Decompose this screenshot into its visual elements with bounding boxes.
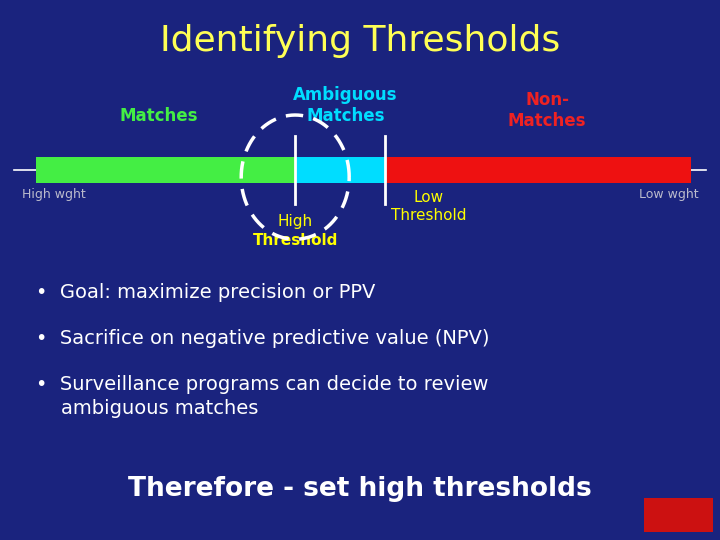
Text: Matches: Matches: [119, 107, 198, 125]
Text: Therefore - set high thresholds: Therefore - set high thresholds: [128, 476, 592, 502]
Text: Threshold: Threshold: [391, 208, 466, 224]
Text: High wght: High wght: [22, 188, 86, 201]
Text: •  Goal: maximize precision or PPV: • Goal: maximize precision or PPV: [36, 284, 375, 302]
Bar: [644, 498, 713, 532]
Text: Low: Low: [413, 190, 444, 205]
Text: Low wght: Low wght: [639, 188, 698, 201]
Text: Health: Health: [645, 522, 672, 531]
Bar: [385, 157, 691, 183]
Text: Ambiguous
Matches: Ambiguous Matches: [293, 86, 398, 125]
Bar: [36, 157, 295, 183]
Bar: [295, 157, 385, 183]
Text: •  Sacrifice on negative predictive value (NPV): • Sacrifice on negative predictive value…: [36, 329, 490, 348]
Text: High: High: [278, 214, 312, 229]
Text: Threshold: Threshold: [253, 233, 338, 248]
Text: NYC: NYC: [647, 508, 671, 518]
Text: Identifying Thresholds: Identifying Thresholds: [160, 24, 560, 57]
Text: Non-
Matches: Non- Matches: [508, 91, 587, 130]
Text: •  Surveillance programs can decide to review
    ambiguous matches: • Surveillance programs can decide to re…: [36, 375, 488, 418]
